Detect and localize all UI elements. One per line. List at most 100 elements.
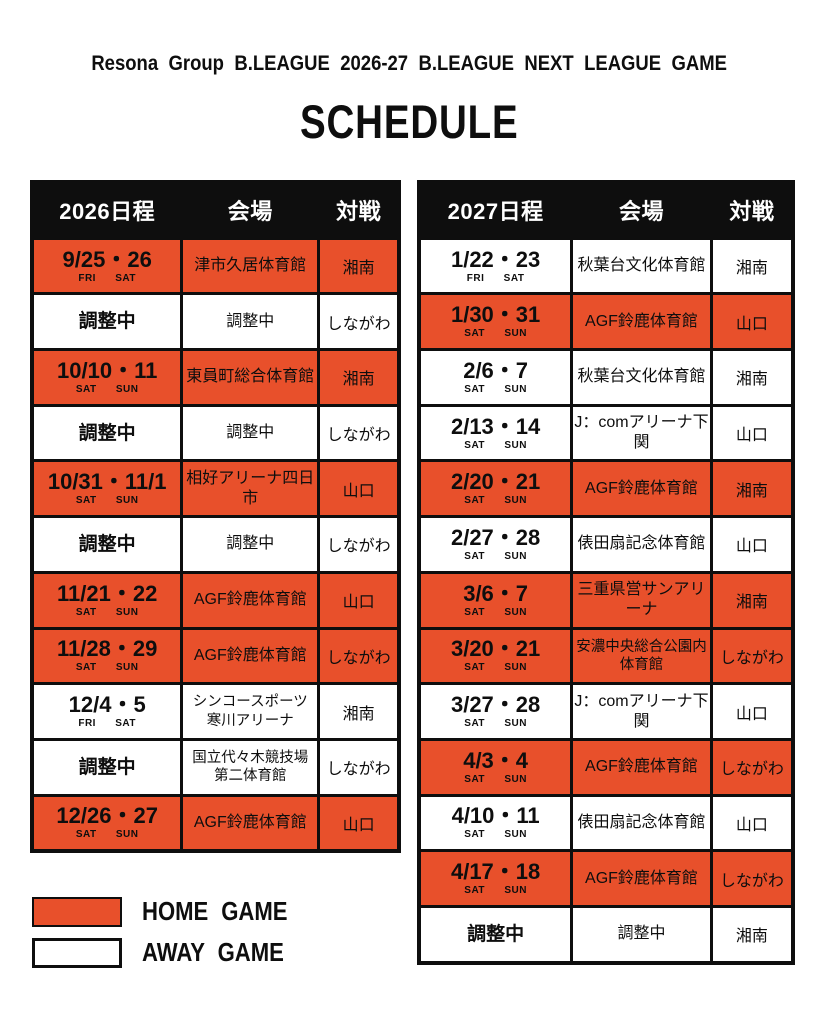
opponent-cell: 湘南 (320, 351, 397, 404)
away-game-swatch (32, 937, 122, 968)
weekday-label: SAT SUN (464, 606, 527, 618)
opponent-cell: 山口 (712, 518, 791, 571)
date-cell: 2/6・7 SAT SUN (421, 351, 571, 404)
date-text: 12/26・27 (56, 803, 158, 829)
venue-cell: 東員町総合体育館 (183, 351, 318, 404)
poster-heading: SCHEDULE (0, 94, 819, 149)
weekday-label: SAT SUN (464, 439, 527, 451)
venue-cell: AGF鈴鹿体育館 (183, 796, 318, 850)
legend: HOME GAME AWAY GAME (32, 893, 313, 975)
column-header-date: 2026日程 (34, 184, 181, 237)
venue-cell: 秋葉台文化体育館 (573, 239, 710, 293)
weekday-label: SAT SUN (464, 885, 527, 897)
date-cell: 12/26・27 SAT SUN (34, 796, 181, 850)
date-text: 10/31・11/1 (47, 469, 167, 495)
poster-heading-text: SCHEDULE (300, 95, 519, 148)
weekday-label: SAT SUN (464, 550, 527, 562)
opponent-cell: しながわ (320, 518, 397, 571)
date-text: 2/27・28 (450, 524, 541, 550)
opponent-cell: しながわ (712, 740, 791, 794)
venue-cell: AGF鈴鹿体育館 (183, 573, 318, 627)
venue-cell: 調整中 (573, 907, 710, 961)
date-text: 調整中 (78, 756, 136, 778)
venue-cell: AGF鈴鹿体育館 (573, 852, 710, 905)
date-text: 3/20・21 (450, 636, 541, 662)
venue-cell: 国立代々木競技場 第二体育館 (183, 740, 318, 794)
opponent-cell: 湘南 (320, 239, 397, 293)
date-text: 11/21・22 (57, 580, 158, 606)
opponent-cell: 湘南 (712, 239, 791, 293)
weekday-label: SAT SUN (464, 829, 527, 841)
date-cell: 10/31・11/1 SAT SUN (34, 462, 181, 516)
opponent-cell: 山口 (320, 796, 397, 850)
venue-cell: AGF鈴鹿体育館 (573, 462, 710, 516)
date-cell: 調整中 (34, 740, 181, 794)
weekday-label: SAT SUN (75, 829, 139, 841)
venue-cell: シンコースポーツ 寒川アリーナ (183, 685, 318, 738)
home-game-swatch (32, 896, 122, 927)
date-cell: 1/22・23 FRI SAT (421, 239, 571, 293)
column-header-opponent: 対戦 (320, 184, 397, 237)
date-text: 調整中 (78, 533, 136, 555)
opponent-cell: 山口 (712, 685, 791, 738)
venue-cell: 調整中 (183, 406, 318, 460)
opponent-cell: 山口 (320, 573, 397, 627)
date-cell: 10/10・11 SAT SUN (34, 351, 181, 404)
date-text: 2/13・14 (450, 413, 541, 439)
date-text: 1/30・31 (450, 302, 541, 328)
date-cell: 4/3・4 SAT SUN (421, 740, 571, 794)
weekday-label: SAT SUN (75, 606, 139, 618)
opponent-cell: 山口 (712, 796, 791, 850)
date-cell: 3/6・7 SAT SUN (421, 573, 571, 627)
date-text: 1/22・23 (450, 246, 541, 272)
legend-item-home: HOME GAME (32, 893, 313, 930)
venue-cell: AGF鈴鹿体育館 (573, 295, 710, 349)
weekday-label: SAT SUN (75, 662, 139, 674)
weekday-label: SAT SUN (464, 718, 527, 730)
column-header-venue: 会場 (183, 184, 318, 237)
venue-cell: 俵田扇記念体育館 (573, 796, 710, 850)
opponent-cell: しながわ (320, 406, 397, 460)
weekday-label: SAT SUN (464, 328, 527, 340)
date-text: 11/28・29 (57, 636, 158, 662)
date-text: 4/17・18 (450, 859, 541, 885)
date-text: 調整中 (467, 923, 525, 945)
date-cell: 3/20・21 SAT SUN (421, 629, 571, 683)
date-text: 10/10・11 (57, 357, 158, 383)
poster-title: Resona Group B.LEAGUE 2026-27 B.LEAGUE N… (0, 52, 819, 76)
venue-cell: AGF鈴鹿体育館 (183, 629, 318, 683)
opponent-cell: しながわ (320, 629, 397, 683)
date-cell: 2/27・28 SAT SUN (421, 518, 571, 571)
weekday-label: FRI SAT (466, 272, 525, 284)
opponent-cell: しながわ (712, 629, 791, 683)
weekday-label: FRI SAT (78, 718, 136, 730)
date-text: 4/3・4 (463, 747, 529, 773)
date-cell: 2/20・21 SAT SUN (421, 462, 571, 516)
opponent-cell: 山口 (712, 406, 791, 460)
column-header-opponent: 対戦 (712, 184, 791, 237)
date-cell: 1/30・31 SAT SUN (421, 295, 571, 349)
opponent-cell: 湘南 (712, 573, 791, 627)
weekday-label: SAT SUN (464, 495, 527, 507)
date-cell: 11/21・22 SAT SUN (34, 573, 181, 627)
opponent-cell: 山口 (320, 462, 397, 516)
opponent-cell: 山口 (712, 295, 791, 349)
date-cell: 12/4・5 FRI SAT (34, 685, 181, 738)
opponent-cell: しながわ (320, 295, 397, 349)
column-header-date: 2027日程 (421, 184, 571, 237)
venue-cell: 俵田扇記念体育館 (573, 518, 710, 571)
weekday-label: SAT SUN (464, 383, 527, 395)
date-cell: 11/28・29 SAT SUN (34, 629, 181, 683)
date-text: 3/27・28 (450, 692, 541, 718)
opponent-cell: 湘南 (320, 685, 397, 738)
venue-cell: 相好アリーナ四日市 (183, 462, 318, 516)
venue-cell: 安濃中央総合公園内 体育館 (573, 629, 710, 683)
legend-label: AWAY GAME (142, 937, 284, 967)
weekday-label: SAT SUN (75, 495, 139, 507)
venue-cell: J：comアリーナ下関 (573, 685, 710, 738)
date-cell: 4/17・18 SAT SUN (421, 852, 571, 905)
date-cell: 調整中 (34, 295, 181, 349)
date-text: 調整中 (78, 422, 136, 444)
date-text: 12/4・5 (68, 692, 146, 718)
